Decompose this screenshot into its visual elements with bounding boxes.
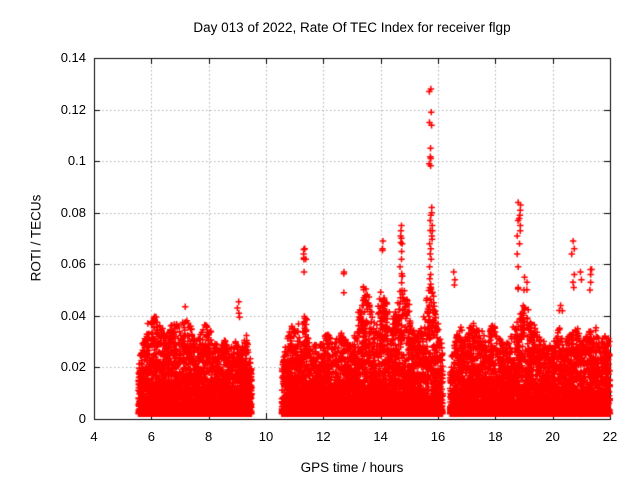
y-tick-label: 0 <box>78 411 86 426</box>
chart-title: Day 013 of 2022, Rate Of TEC Index for r… <box>193 20 511 35</box>
y-tick-label: 0.1 <box>67 153 86 169</box>
x-tick-label: 6 <box>147 429 155 444</box>
x-tick-label: 4 <box>90 429 98 444</box>
y-tick-label: 0.04 <box>60 307 86 323</box>
y-tick-label: 0.02 <box>60 359 86 375</box>
y-tick-label: 0.12 <box>60 101 86 117</box>
y-tick-label: 0.08 <box>60 204 86 220</box>
x-axis-label: GPS time / hours <box>300 460 404 475</box>
x-tick-label: 8 <box>205 429 213 444</box>
x-tick-label: 20 <box>545 429 560 444</box>
x-tick-label: 16 <box>430 429 446 444</box>
y-tick-label: 0.14 <box>60 50 86 65</box>
x-tick-label: 14 <box>373 429 388 444</box>
x-tick-label: 12 <box>316 429 331 444</box>
x-tick-label: 22 <box>602 429 618 444</box>
x-tick-label: 10 <box>258 429 274 444</box>
y-tick-label: 0.06 <box>60 256 86 272</box>
x-tick-label: 18 <box>488 429 503 444</box>
